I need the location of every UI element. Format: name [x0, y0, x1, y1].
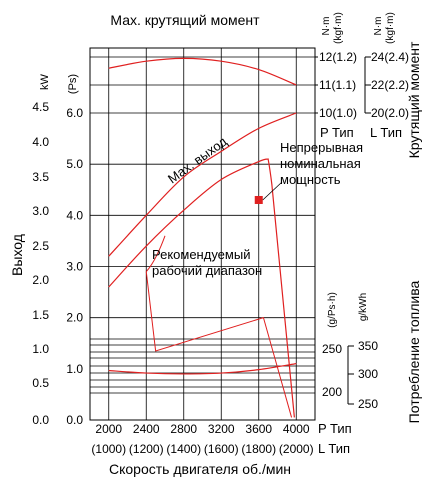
- x-tick-label-l: (1400): [166, 442, 201, 456]
- x-tick-label-l: (1000): [91, 442, 126, 456]
- rated-point-leader: [262, 181, 283, 201]
- fuel-l-tick-label: 350: [358, 339, 378, 353]
- kw-tick-label: 3.0: [32, 204, 49, 218]
- x-tick-label-p: 4000: [283, 422, 310, 436]
- ps-tick-label: 3.0: [66, 260, 83, 274]
- ps-tick-label: 2.0: [66, 311, 83, 325]
- ps-tick-label: 0.0: [66, 413, 83, 427]
- kw-tick-label: 4.5: [32, 100, 49, 114]
- kgfm-unit-label-p: (kgf·m): [333, 12, 344, 44]
- recommended-range-line1: Рекомендуемый: [152, 247, 250, 262]
- plot-frame: [89, 47, 316, 421]
- nm-unit-label-l: N·m: [373, 17, 384, 36]
- kw-tick-label: 4.0: [32, 135, 49, 149]
- fuel-p-tick-label: 250: [322, 342, 342, 356]
- x-suffix-p-type: P Тип: [318, 421, 352, 436]
- kw-tick-label: 2.5: [32, 239, 49, 253]
- nm-unit-label-p: N·m: [321, 17, 332, 36]
- x-suffix-l-type: L Тип: [318, 441, 350, 456]
- torque-l-tick-label: 20(2.0): [371, 106, 409, 120]
- y-axis-label-fuel: Потребление топлива: [406, 280, 422, 423]
- y-axis-label-torque: Крутящий момент: [406, 41, 422, 158]
- kw-unit-label: kW: [39, 73, 51, 90]
- ps-tick-label: 6.0: [66, 106, 83, 120]
- x-tick-label-p: 2000: [95, 422, 122, 436]
- curves: [108, 57, 297, 418]
- recommended-range-top: [145, 235, 166, 272]
- continuous-power-line1: Непрерывная: [280, 140, 363, 155]
- x-tick-label-l: (1200): [129, 442, 164, 456]
- fuel-p-tick-label: 200: [322, 385, 342, 399]
- ps-tick-label: 4.0: [66, 208, 83, 222]
- torque-p-tick-label: 10(1.0): [319, 106, 357, 120]
- torque-l-tick-label: 22(2.2): [371, 78, 409, 92]
- tick-labels: 2000 (1000) 2400 (1200) 2800 (1400) 3200 (1600)…: [32, 50, 409, 456]
- recommended-range-line2: рабочий диапазон: [152, 263, 262, 278]
- chart-title: Мах. крутящий момент: [110, 12, 260, 28]
- torque-p-tick-label: 12(1.2): [319, 50, 357, 64]
- rated-point-marker: [254, 195, 263, 204]
- continuous-power-line3: мощность: [280, 172, 341, 187]
- max-output-annotation: Мах. выход: [165, 133, 230, 186]
- continuous-power-line2: номинальная: [280, 156, 361, 171]
- fuel-unit-label-l: g/kWh: [358, 293, 369, 321]
- torque-p-type-label: P Тип: [320, 125, 354, 140]
- x-tick-label-l: (2000): [279, 442, 314, 456]
- ps-unit-label: (Ps): [67, 74, 79, 94]
- torque-l-type-label: L Тип: [370, 125, 402, 140]
- curve-continuous-output: [108, 158, 295, 418]
- curve-max-torque: [108, 57, 297, 86]
- y-axis-label-output: Выход: [9, 234, 25, 276]
- kw-tick-label: 2.0: [32, 273, 49, 287]
- x-tick-label-l: (1600): [204, 442, 239, 456]
- ps-tick-label: 5.0: [66, 157, 83, 171]
- curve-fuel-consumption: [108, 363, 297, 375]
- kw-tick-label: 0.5: [32, 376, 49, 390]
- kw-tick-label: 1.0: [32, 342, 49, 356]
- grid-lines: [89, 47, 316, 421]
- torque-l-tick-label: 24(2.4): [371, 50, 409, 64]
- kgfm-unit-label-l: (kgf·m): [385, 12, 396, 44]
- x-tick-label-p: 3600: [245, 422, 272, 436]
- x-tick-label-p: 3200: [208, 422, 235, 436]
- kw-tick-label: 3.5: [32, 170, 49, 184]
- kw-tick-label: 1.5: [32, 308, 49, 322]
- x-axis-label: Скорость двигателя об./мин: [109, 461, 291, 477]
- fuel-unit-label-p: (g/Ps·h): [327, 292, 338, 328]
- torque-p-tick-label: 11(1.1): [319, 78, 356, 92]
- x-tick-label-l: (1800): [241, 442, 276, 456]
- recommended-range-boundary: [145, 271, 293, 418]
- x-tick-label-p: 2400: [133, 422, 160, 436]
- fuel-l-tick-label: 300: [358, 367, 378, 381]
- curve-max-output: [108, 112, 297, 257]
- ps-tick-label: 1.0: [66, 362, 83, 376]
- kw-tick-label: 0.0: [32, 413, 49, 427]
- x-tick-label-p: 2800: [170, 422, 197, 436]
- fuel-l-tick-label: 250: [358, 397, 378, 411]
